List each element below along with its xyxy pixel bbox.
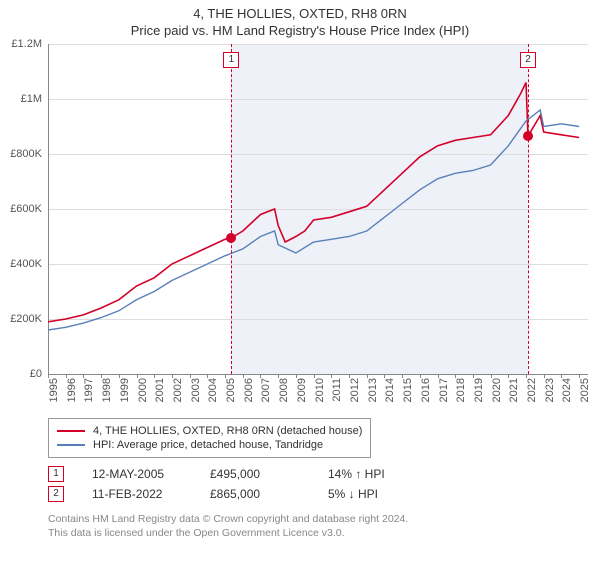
chart-series — [48, 44, 588, 374]
x-tick-label: 2006 — [243, 378, 255, 402]
legend-label: 4, THE HOLLIES, OXTED, RH8 0RN (detached… — [93, 425, 362, 437]
x-tick-label: 2014 — [384, 378, 396, 402]
x-tick-label: 2013 — [367, 378, 379, 402]
page-title-line1: 4, THE HOLLIES, OXTED, RH8 0RN — [0, 6, 600, 21]
x-tick-label: 2018 — [455, 378, 467, 402]
footer-attribution: Contains HM Land Registry data © Crown c… — [48, 512, 588, 540]
x-tick-label: 1995 — [48, 378, 60, 402]
x-tick-label: 2020 — [491, 378, 503, 402]
x-tick-label: 2019 — [473, 378, 485, 402]
event-delta: 14% ↑ HPI — [328, 467, 418, 481]
x-tick-label: 2024 — [561, 378, 573, 402]
legend-item: HPI: Average price, detached house, Tand… — [57, 439, 362, 451]
legend-label: HPI: Average price, detached house, Tand… — [93, 439, 323, 451]
event-price: £495,000 — [210, 467, 300, 481]
event-date: 12-MAY-2005 — [92, 467, 182, 481]
footer-line1: Contains HM Land Registry data © Crown c… — [48, 512, 588, 526]
y-tick-label: £200K — [10, 313, 42, 325]
event-row: 2 11-FEB-2022 £865,000 5% ↓ HPI — [48, 486, 588, 502]
marker-dashed-line — [231, 44, 232, 374]
x-tick-label: 2007 — [260, 378, 272, 402]
x-tick-label: 2009 — [296, 378, 308, 402]
legend-swatch — [57, 444, 85, 446]
page-title-line2: Price paid vs. HM Land Registry's House … — [0, 23, 600, 38]
x-tick-label: 2001 — [154, 378, 166, 402]
x-tick-label: 2002 — [172, 378, 184, 402]
x-tick-label: 2010 — [314, 378, 326, 402]
x-tick-label: 2023 — [544, 378, 556, 402]
legend-item: 4, THE HOLLIES, OXTED, RH8 0RN (detached… — [57, 425, 362, 437]
chart-area: £0£200K£400K£600K£800K£1M£1.2M12 — [48, 44, 588, 374]
x-tick-label: 2011 — [331, 378, 343, 402]
x-tick-label: 1998 — [101, 378, 113, 402]
x-tick-label: 2004 — [207, 378, 219, 402]
x-tick-label: 2016 — [420, 378, 432, 402]
legend: 4, THE HOLLIES, OXTED, RH8 0RN (detached… — [48, 418, 371, 458]
x-axis-ticks: 1995 1996 1997 1998 1999 2000 2001 2002 2003 2004… — [48, 374, 588, 414]
x-tick-label: 2022 — [526, 378, 538, 402]
event-number-box: 1 — [48, 466, 64, 482]
event-number-box: 2 — [48, 486, 64, 502]
y-tick-label: £400K — [10, 258, 42, 270]
y-tick-label: £0 — [30, 368, 42, 380]
event-price: £865,000 — [210, 487, 300, 501]
footer-line2: This data is licensed under the Open Gov… — [48, 526, 588, 540]
x-tick-label: 2005 — [225, 378, 237, 402]
event-row: 1 12-MAY-2005 £495,000 14% ↑ HPI — [48, 466, 588, 482]
x-tick-label: 2008 — [278, 378, 290, 402]
x-tick-label: 1999 — [119, 378, 131, 402]
marker-dashed-line — [528, 44, 529, 374]
y-tick-label: £1M — [21, 93, 42, 105]
marker-dot — [226, 233, 236, 243]
x-tick-label: 2021 — [508, 378, 520, 402]
x-tick-label: 2025 — [579, 378, 591, 402]
x-tick-label: 2012 — [349, 378, 361, 402]
y-tick-label: £600K — [10, 203, 42, 215]
marker-label-box: 1 — [223, 52, 239, 68]
series-line — [48, 83, 579, 322]
marker-label-box: 2 — [520, 52, 536, 68]
x-tick-label: 2003 — [190, 378, 202, 402]
event-delta: 5% ↓ HPI — [328, 487, 418, 501]
x-tick-label: 1997 — [83, 378, 95, 402]
event-table: 1 12-MAY-2005 £495,000 14% ↑ HPI 2 11-FEB-202… — [48, 466, 588, 502]
event-date: 11-FEB-2022 — [92, 487, 182, 501]
legend-swatch — [57, 430, 85, 432]
y-tick-label: £1.2M — [11, 38, 42, 50]
marker-dot — [523, 131, 533, 141]
x-tick-label: 2017 — [438, 378, 450, 402]
x-tick-label: 2015 — [402, 378, 414, 402]
x-tick-label: 1996 — [66, 378, 78, 402]
x-tick-label: 2000 — [137, 378, 149, 402]
y-tick-label: £800K — [10, 148, 42, 160]
